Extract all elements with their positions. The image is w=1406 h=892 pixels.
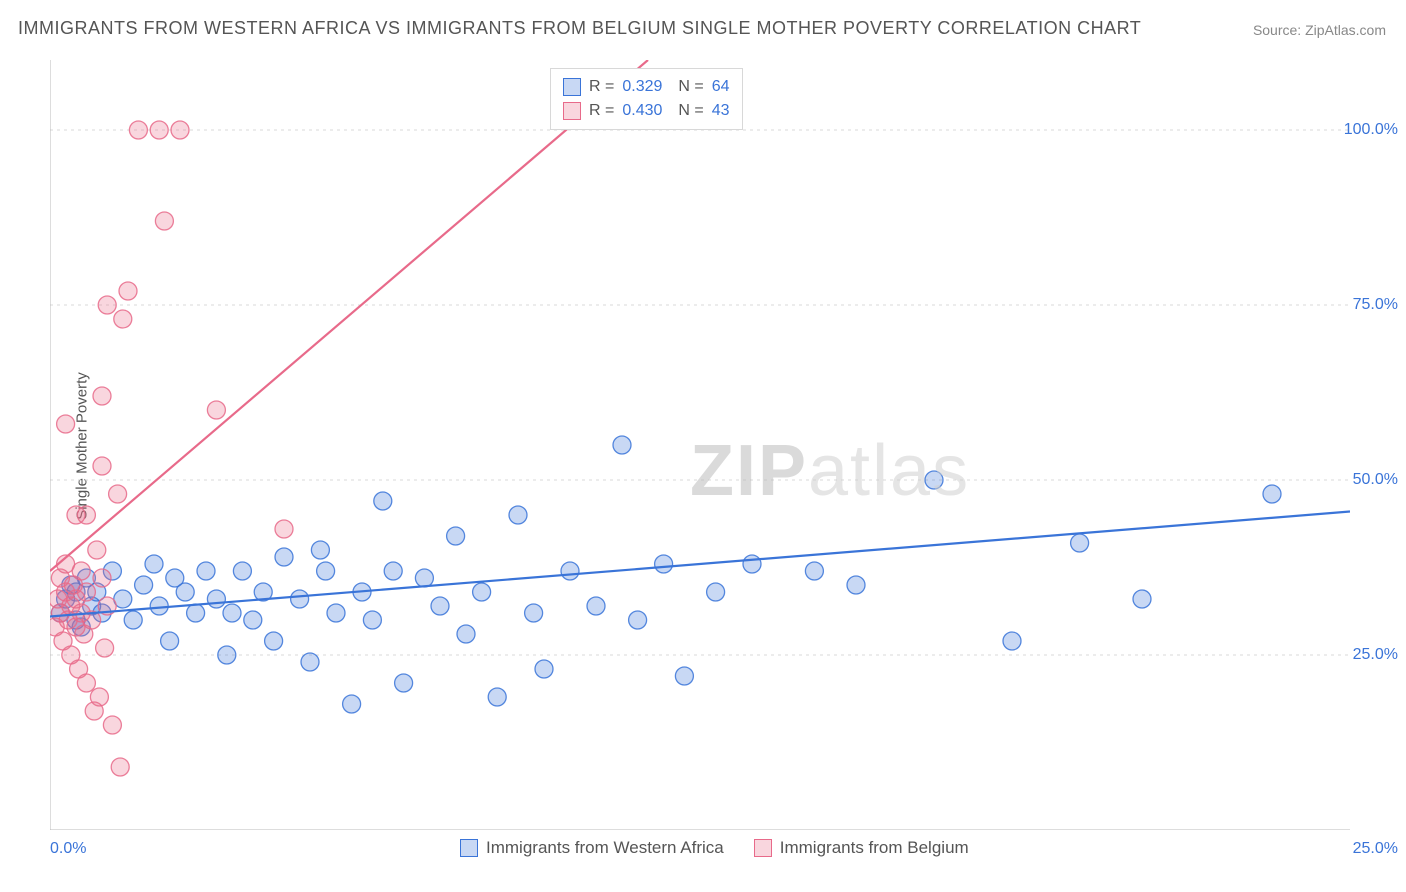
- n-label: N =: [678, 78, 703, 96]
- n-value: 64: [712, 78, 730, 96]
- x-tick: 0.0%: [50, 840, 86, 858]
- scatter-chart: [50, 60, 1350, 830]
- legend-swatch-pink: [754, 839, 772, 857]
- r-label: R =: [589, 102, 614, 120]
- legend-swatch-blue: [460, 839, 478, 857]
- x-tick: 25.0%: [1353, 840, 1398, 858]
- legend-label: Immigrants from Western Africa: [486, 838, 724, 858]
- r-value: 0.430: [622, 102, 662, 120]
- y-tick: 100.0%: [1344, 121, 1398, 139]
- r-value: 0.329: [622, 78, 662, 96]
- legend-item-0: Immigrants from Western Africa: [460, 838, 724, 858]
- y-tick: 25.0%: [1353, 646, 1398, 664]
- legend-row-1: R = 0.430 N = 43: [563, 99, 730, 123]
- legend-item-1: Immigrants from Belgium: [754, 838, 969, 858]
- r-label: R =: [589, 78, 614, 96]
- legend-row-0: R = 0.329 N = 64: [563, 75, 730, 99]
- n-value: 43: [712, 102, 730, 120]
- legend-swatch-pink: [563, 102, 581, 120]
- plot-area: ZIPatlas R = 0.329 N = 64 R = 0.430 N = …: [50, 60, 1350, 830]
- legend-swatch-blue: [563, 78, 581, 96]
- y-tick: 50.0%: [1353, 471, 1398, 489]
- chart-title: IMMIGRANTS FROM WESTERN AFRICA VS IMMIGR…: [18, 18, 1141, 39]
- n-label: N =: [678, 102, 703, 120]
- legend-label: Immigrants from Belgium: [780, 838, 969, 858]
- y-tick: 75.0%: [1353, 296, 1398, 314]
- correlation-legend: R = 0.329 N = 64 R = 0.430 N = 43: [550, 68, 743, 130]
- series-legend: Immigrants from Western Africa Immigrant…: [460, 838, 969, 858]
- source-attribution: Source: ZipAtlas.com: [1253, 22, 1386, 38]
